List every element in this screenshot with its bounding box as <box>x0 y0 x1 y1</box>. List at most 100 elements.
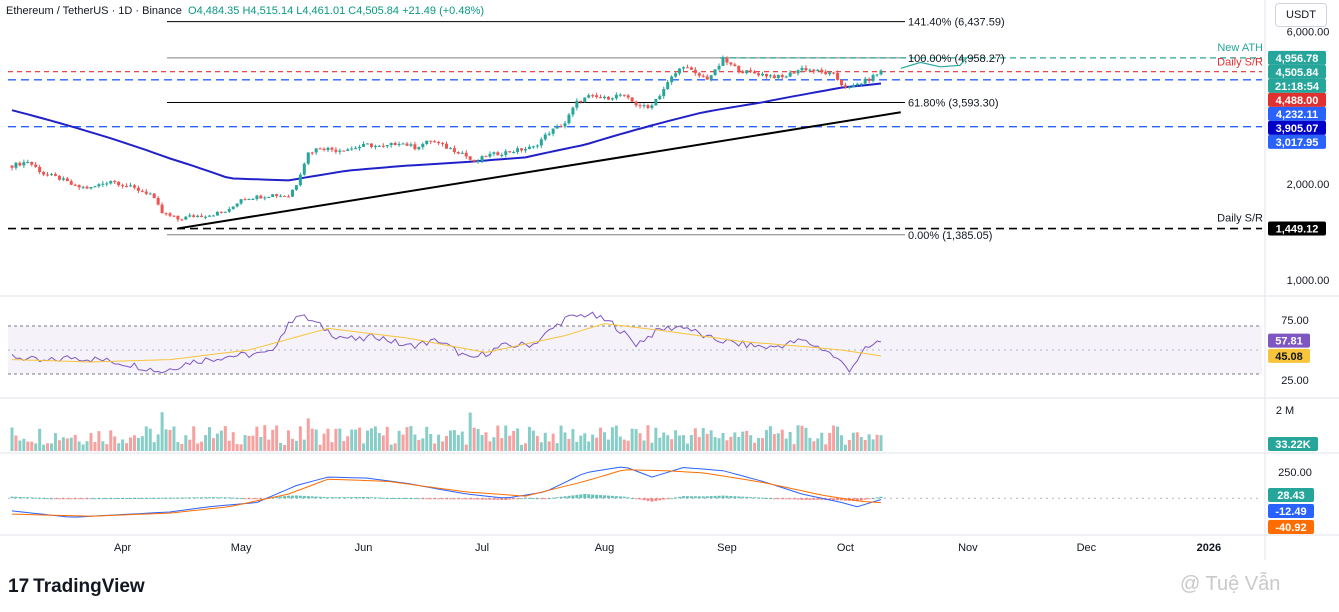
candle-body <box>832 72 836 74</box>
macd-histogram-bar <box>156 497 160 499</box>
macd-histogram-bar <box>200 497 204 499</box>
candle-body <box>610 98 614 100</box>
candle-body <box>215 211 219 216</box>
macd-histogram-bar <box>22 497 26 499</box>
candle-body <box>464 152 468 157</box>
macd-histogram-bar <box>358 497 362 499</box>
volume-bar <box>547 441 551 451</box>
volume-bar <box>14 435 18 451</box>
currency-button[interactable]: USDT <box>1275 3 1327 27</box>
macd-histogram-bar <box>879 496 883 499</box>
candle-body <box>646 105 650 108</box>
macd-histogram-bar <box>508 498 512 500</box>
macd-histogram-bar <box>776 498 780 500</box>
macd-histogram-bar <box>832 498 836 501</box>
macd-histogram-bar <box>531 498 535 500</box>
macd-histogram-bar <box>180 497 184 499</box>
macd-value-label: -12.49 <box>1275 506 1306 518</box>
macd-histogram-bar <box>381 497 385 499</box>
rsi-axis-tick: 25.00 <box>1281 375 1309 387</box>
volume-bar <box>753 442 757 451</box>
tradingview-wordmark: TradingView <box>33 576 145 597</box>
volume-bar <box>215 433 219 451</box>
macd-histogram-bar <box>567 495 571 499</box>
macd-histogram-bar <box>456 498 460 500</box>
macd-histogram-bar <box>192 497 196 499</box>
price-badge <box>1268 92 1326 107</box>
macd-histogram-bar <box>733 496 737 499</box>
macd-value-badge <box>1268 504 1314 518</box>
macd-histogram-bar <box>705 496 709 499</box>
macd-histogram-bar <box>693 496 697 499</box>
rsi-value-badge <box>1268 333 1310 348</box>
candle-body <box>445 143 448 149</box>
volume-bar <box>693 428 697 451</box>
macd-histogram-bar <box>243 498 247 500</box>
volume-bar <box>875 434 879 451</box>
macd-histogram-bar <box>350 497 354 499</box>
macd-histogram-bar <box>610 495 614 499</box>
volume-bar <box>583 433 587 451</box>
price-badge-label: 1,449.12 <box>1276 224 1319 236</box>
candle-body <box>227 208 231 212</box>
candle-body <box>350 148 354 150</box>
candle-body <box>77 184 81 188</box>
volume-bar <box>65 438 69 451</box>
macd-histogram-bar <box>57 498 61 500</box>
macd-histogram-bar <box>437 498 441 500</box>
volume-bar <box>784 438 788 451</box>
candle-body <box>843 85 847 88</box>
volume-bar <box>366 430 369 451</box>
macd-histogram-bar <box>753 497 757 499</box>
candle-body <box>824 71 828 75</box>
macd-histogram-bar <box>472 498 476 500</box>
candle-body <box>780 75 784 78</box>
macd-histogram-bar <box>287 495 290 499</box>
macd-histogram-bar <box>310 496 314 499</box>
macd-histogram-bar <box>859 498 863 501</box>
volume-bar <box>369 428 373 451</box>
candle-body <box>784 76 788 78</box>
macd-histogram-bar <box>618 496 622 499</box>
macd-histogram-bar <box>583 494 587 499</box>
volume-bar <box>287 430 290 451</box>
volume-bar <box>504 425 508 451</box>
candle-body <box>472 159 476 162</box>
volume-bar <box>318 444 322 451</box>
candle-body <box>725 57 729 63</box>
macd-histogram-bar <box>129 497 132 499</box>
candle-body <box>476 161 480 163</box>
macd-signal-line <box>11 469 882 517</box>
volume-bar <box>820 432 824 451</box>
tradingview-logo[interactable]: 17 TradingView <box>8 576 145 598</box>
volume-bar <box>30 441 34 451</box>
volume-bar <box>531 430 535 451</box>
candle-body <box>713 69 717 76</box>
candle-body <box>614 94 618 99</box>
macd-histogram-bar <box>622 496 626 499</box>
volume-bar <box>527 426 531 451</box>
macd-histogram-bar <box>65 498 69 500</box>
candle-body <box>259 195 263 199</box>
candle-body <box>516 148 520 153</box>
macd-histogram-bar <box>871 498 875 500</box>
volume-bar <box>745 430 749 451</box>
macd-histogram-bar <box>385 497 389 499</box>
candle-body <box>168 213 172 216</box>
volume-bar <box>326 428 330 451</box>
candle-body <box>136 187 140 191</box>
volume-bar <box>587 441 591 451</box>
candle-body <box>125 185 129 187</box>
volume-bar <box>176 442 180 451</box>
volume-bar <box>713 437 717 451</box>
volume-bar <box>393 443 397 451</box>
volume-bar <box>200 441 204 451</box>
candle-body <box>638 105 642 107</box>
volume-bar <box>338 428 342 451</box>
volume-bar <box>500 438 504 451</box>
macd-histogram-bar <box>184 497 188 499</box>
volume-bar <box>855 432 859 451</box>
macd-histogram-bar <box>555 497 559 499</box>
volume-bar <box>117 443 121 451</box>
